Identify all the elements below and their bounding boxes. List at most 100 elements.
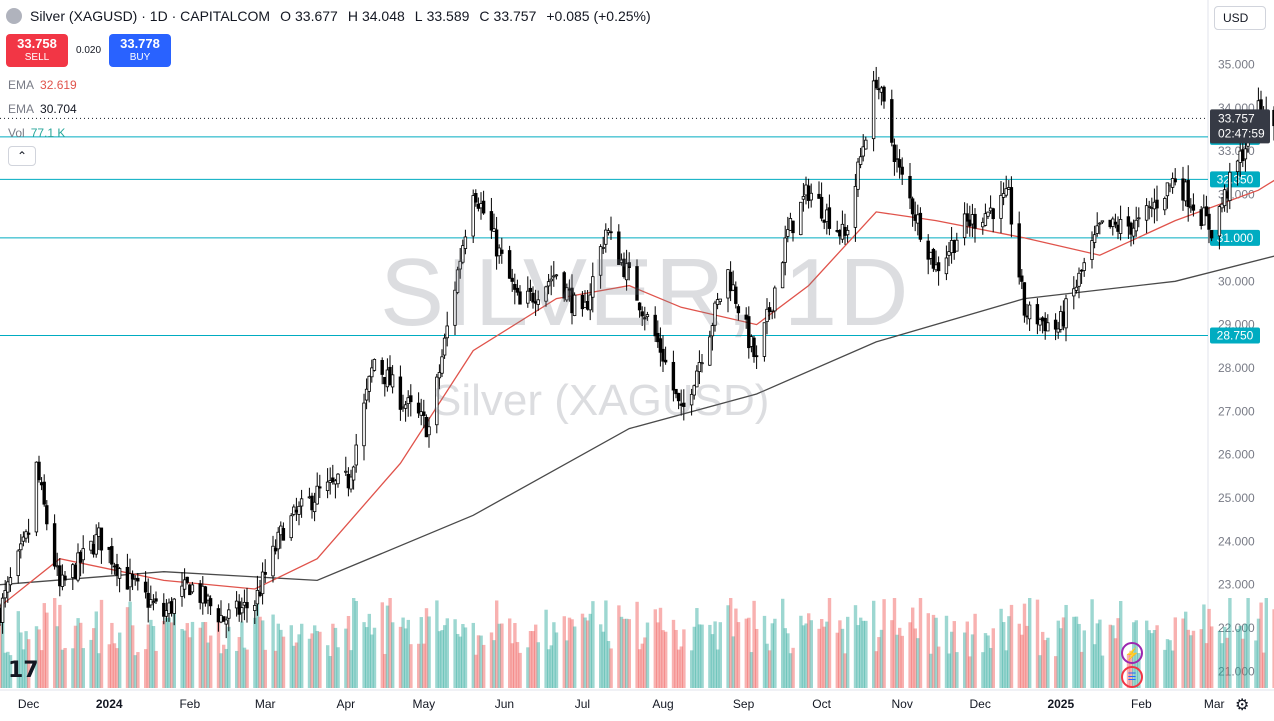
candle-body xyxy=(1004,188,1008,196)
volume-bar xyxy=(827,598,832,688)
candle xyxy=(271,535,275,583)
candle-body xyxy=(315,485,319,505)
tradingview-logo[interactable]: 17 xyxy=(8,658,39,683)
candle xyxy=(624,249,629,291)
candle-body xyxy=(19,543,23,551)
candle-body xyxy=(762,322,767,357)
candle-body xyxy=(34,461,39,533)
volume-bar xyxy=(60,649,65,688)
candle xyxy=(986,211,990,220)
volume-bar xyxy=(279,629,283,688)
candle-body xyxy=(494,229,499,257)
candle-body xyxy=(1155,199,1159,209)
candle-body xyxy=(591,276,595,298)
volume-bar xyxy=(1223,626,1227,688)
currency-select[interactable]: USD xyxy=(1214,6,1266,30)
candle xyxy=(1144,198,1149,234)
candle-body xyxy=(372,359,377,371)
volume-legend[interactable]: Vol 77.1 K xyxy=(8,126,65,140)
volume-bar xyxy=(510,643,514,688)
ema-slow-legend[interactable]: EMA 30.704 xyxy=(8,102,77,116)
us-flag-icon[interactable]: ☰ xyxy=(1121,666,1143,688)
time-tick-label: Dec xyxy=(970,697,991,711)
candle-body xyxy=(1074,286,1079,291)
volume-bar xyxy=(237,637,241,688)
candle xyxy=(481,190,486,215)
volume-bar xyxy=(344,628,348,688)
candle-body xyxy=(661,348,665,362)
candle xyxy=(442,333,447,359)
volume-bar xyxy=(567,617,572,688)
sell-label: SELL xyxy=(24,52,50,63)
candle-body xyxy=(786,229,790,237)
volume-bar xyxy=(1259,602,1263,688)
collapse-legend-button[interactable]: ⌃ xyxy=(8,146,36,166)
symbol-watermark: SILVER, 1D xyxy=(380,239,911,346)
volume-bar xyxy=(658,607,663,688)
candle xyxy=(336,472,340,488)
candle-body xyxy=(1077,272,1081,287)
open-label: O xyxy=(280,8,291,24)
symbol-logo-icon xyxy=(6,8,22,24)
candle-body xyxy=(206,595,210,601)
volume-bar xyxy=(440,630,444,688)
volume-bar xyxy=(21,649,26,688)
volume-bar xyxy=(682,629,686,688)
candle-body xyxy=(1191,204,1196,211)
sell-button[interactable]: 33.758 SELL xyxy=(6,34,68,67)
volume-bar xyxy=(81,648,85,688)
volume-bar xyxy=(419,617,423,688)
candle xyxy=(700,354,704,373)
volume-bar xyxy=(580,613,585,688)
candle xyxy=(1017,211,1021,285)
lightning-icon[interactable]: ⚡ xyxy=(1121,642,1143,664)
candle-body xyxy=(1100,220,1105,223)
volume-bar xyxy=(697,624,702,688)
time-tick-label: 2024 xyxy=(96,697,123,711)
volume-bar xyxy=(617,605,621,688)
volume-bar xyxy=(73,625,78,688)
volume-bar xyxy=(718,622,722,688)
volume-bar xyxy=(1080,651,1084,688)
ema-fast-legend[interactable]: EMA 32.619 xyxy=(8,78,77,92)
time-tick-label: Sep xyxy=(733,697,755,711)
candle xyxy=(253,600,257,624)
volume-bar xyxy=(1059,628,1063,688)
volume-bar xyxy=(911,607,915,688)
volume-bar xyxy=(206,642,210,688)
volume-bar xyxy=(890,620,894,688)
candle-body xyxy=(245,602,249,609)
candle xyxy=(489,197,494,239)
volume-bar xyxy=(362,622,366,688)
candle-body xyxy=(182,579,187,590)
candle xyxy=(819,182,824,222)
candle-body xyxy=(1064,298,1068,329)
symbol-header[interactable]: Silver (XAGUSD) · 1D · CAPITALCOM O 33.67… xyxy=(6,8,651,24)
volume-bar xyxy=(1204,643,1209,688)
buy-price: 33.778 xyxy=(120,36,160,51)
symbol-title[interactable]: Silver (XAGUSD) · 1D · CAPITALCOM xyxy=(30,8,271,24)
candle xyxy=(604,223,608,253)
candle xyxy=(858,147,863,169)
buy-button[interactable]: 33.778 BUY xyxy=(109,34,171,67)
volume-bar xyxy=(172,606,176,688)
candle-body xyxy=(1027,304,1032,320)
volume-bar xyxy=(167,617,171,688)
candle-body xyxy=(1204,206,1209,217)
candle xyxy=(416,392,421,418)
volume-bar xyxy=(63,647,67,688)
volume-bar xyxy=(3,652,7,688)
volume-bar xyxy=(326,645,330,688)
volume-bar xyxy=(1241,638,1245,688)
candle xyxy=(351,465,356,490)
candle xyxy=(1038,317,1042,332)
volume-bar xyxy=(601,631,605,688)
candle xyxy=(549,265,553,296)
candle xyxy=(1202,194,1206,226)
candle-body xyxy=(713,302,717,326)
candle-body xyxy=(297,505,301,515)
volume-bar xyxy=(695,608,699,688)
time-tick-label: Feb xyxy=(179,697,200,711)
gear-icon[interactable]: ⚙ xyxy=(1235,697,1250,714)
